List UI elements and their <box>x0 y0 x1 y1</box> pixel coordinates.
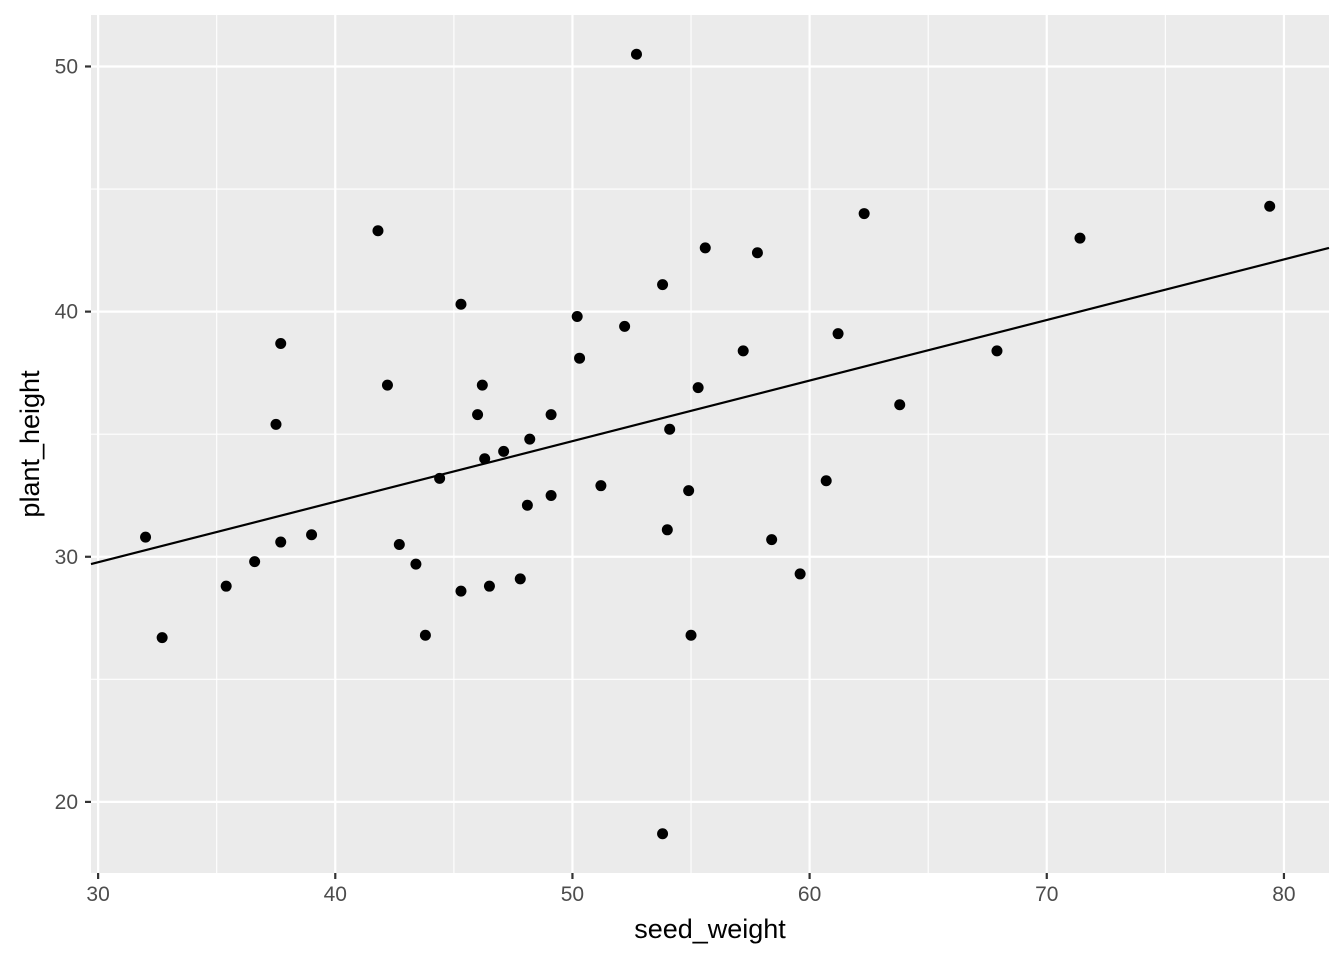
x-axis: 30 40 50 60 70 80 <box>86 873 1296 906</box>
y-axis-title: plant_height <box>15 370 45 518</box>
data-point <box>664 423 676 435</box>
y-tick-label: 20 <box>55 791 78 814</box>
plot-panel <box>91 15 1329 873</box>
data-point <box>140 531 152 543</box>
data-point <box>794 568 806 580</box>
data-point <box>692 382 704 394</box>
data-point <box>393 539 405 551</box>
y-tick-label: 50 <box>55 55 78 78</box>
data-point <box>619 320 631 332</box>
data-point <box>630 48 642 60</box>
data-point <box>275 536 287 548</box>
y-tick-label: 30 <box>55 546 78 569</box>
data-point <box>419 629 431 641</box>
data-point <box>751 247 763 259</box>
data-point <box>483 580 495 592</box>
data-point <box>479 453 491 465</box>
data-point <box>737 345 749 357</box>
points-layer <box>140 48 1276 840</box>
y-tick-label: 40 <box>55 301 78 324</box>
data-point <box>545 409 557 421</box>
data-point <box>381 379 393 391</box>
data-point <box>270 418 282 430</box>
minor-grid <box>91 15 1329 873</box>
data-point <box>661 524 673 536</box>
data-point <box>275 337 287 349</box>
data-point <box>521 499 533 511</box>
data-point <box>156 632 168 644</box>
data-point <box>683 485 695 497</box>
fit-line-layer <box>90 246 1330 566</box>
major-grid <box>91 15 1329 873</box>
data-point <box>894 399 906 411</box>
data-point <box>1074 232 1086 244</box>
data-point <box>524 433 536 445</box>
data-point <box>766 534 778 546</box>
data-point <box>545 489 557 501</box>
data-point <box>820 475 832 487</box>
data-point <box>472 409 484 421</box>
data-point <box>832 328 844 340</box>
data-point <box>455 298 467 310</box>
data-point <box>514 573 526 585</box>
data-point <box>685 629 697 641</box>
data-point <box>249 556 261 568</box>
data-point <box>476 379 488 391</box>
data-point <box>657 828 669 840</box>
data-point <box>991 345 1003 357</box>
data-point <box>699 242 711 254</box>
data-point <box>595 480 607 492</box>
x-tick-label: 60 <box>798 883 821 906</box>
data-point <box>1264 200 1276 212</box>
data-point <box>574 352 586 364</box>
data-point <box>410 558 422 570</box>
x-tick-label: 30 <box>86 883 109 906</box>
x-tick-label: 40 <box>324 883 347 906</box>
y-axis: 20 30 40 50 <box>55 55 91 814</box>
regression-line <box>90 246 1330 566</box>
x-axis-title: seed_weight <box>634 914 786 944</box>
data-point <box>372 225 384 237</box>
data-point <box>306 529 318 541</box>
data-point <box>455 585 467 597</box>
x-tick-label: 80 <box>1272 883 1295 906</box>
data-point <box>220 580 232 592</box>
data-point <box>657 279 669 291</box>
data-point <box>571 311 583 323</box>
data-point <box>434 472 446 484</box>
x-tick-label: 70 <box>1035 883 1058 906</box>
x-tick-label: 50 <box>561 883 584 906</box>
data-point <box>498 445 510 457</box>
data-point <box>858 208 870 220</box>
